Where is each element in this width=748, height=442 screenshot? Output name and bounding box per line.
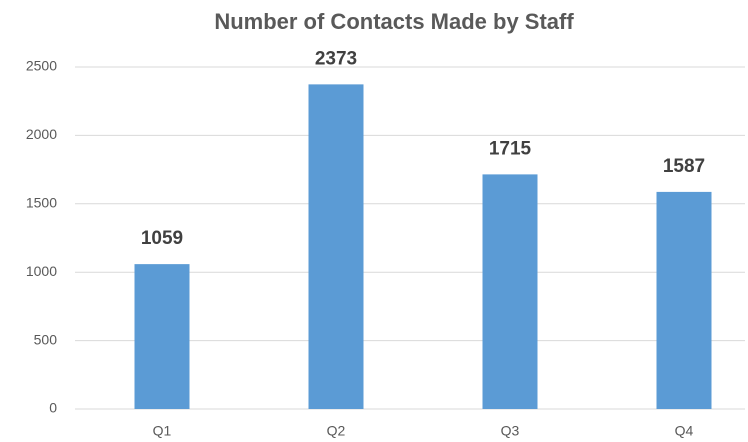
x-tick-label: Q2 bbox=[327, 423, 346, 439]
y-tick-label: 1500 bbox=[26, 195, 57, 211]
bar bbox=[656, 191, 712, 409]
y-tick-label: 2500 bbox=[26, 58, 57, 74]
bar bbox=[308, 84, 364, 409]
data-label: 1715 bbox=[489, 138, 532, 159]
x-tick-label: Q1 bbox=[153, 423, 172, 439]
y-tick-label: 500 bbox=[34, 331, 58, 347]
chart-title: Number of Contacts Made by Staff bbox=[214, 9, 574, 34]
x-tick-label: Q4 bbox=[675, 423, 694, 439]
y-tick-label: 2000 bbox=[26, 126, 57, 142]
data-label: 1587 bbox=[663, 156, 705, 177]
bar bbox=[482, 174, 538, 409]
x-tick-label: Q3 bbox=[501, 423, 520, 439]
bar bbox=[134, 264, 190, 409]
y-tick-label: 1000 bbox=[26, 263, 57, 279]
y-tick-label: 0 bbox=[49, 400, 57, 416]
data-label: 1059 bbox=[141, 228, 183, 249]
data-label: 2373 bbox=[315, 48, 357, 69]
